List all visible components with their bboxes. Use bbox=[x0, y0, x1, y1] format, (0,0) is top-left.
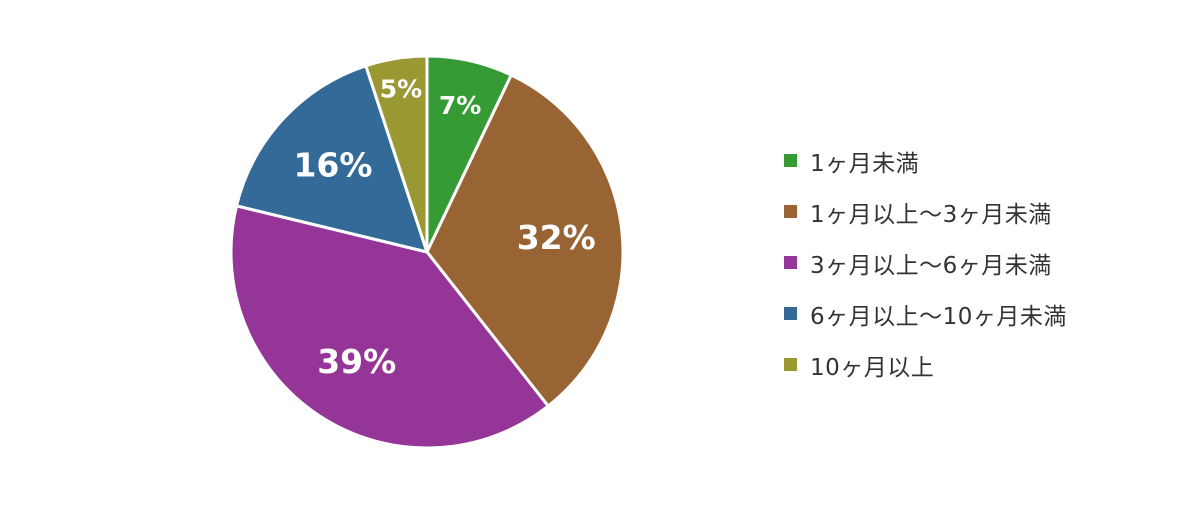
legend-item: 3ヶ月以上〜6ヶ月未満 bbox=[784, 237, 1067, 288]
legend-item: 10ヶ月以上 bbox=[784, 339, 1067, 390]
legend: 1ヶ月未満 1ヶ月以上〜3ヶ月未満 3ヶ月以上〜6ヶ月未満 6ヶ月以上〜10ヶ月未満 1… bbox=[784, 135, 1067, 390]
legend-label: 3ヶ月以上〜6ヶ月未満 bbox=[810, 252, 1052, 279]
slice-value-label: 32% bbox=[517, 218, 596, 257]
pie-slice bbox=[425, 73, 625, 408]
legend-swatch bbox=[784, 358, 797, 371]
legend-swatch bbox=[784, 205, 797, 218]
legend-label: 10ヶ月以上 bbox=[810, 354, 935, 381]
legend-item: 1ヶ月未満 bbox=[784, 135, 1067, 186]
pie-slice-labels: 7% 32% 39% 16% 5% bbox=[293, 75, 595, 381]
legend-item: 1ヶ月以上〜3ヶ月未満 bbox=[784, 186, 1067, 237]
legend-label: 6ヶ月以上〜10ヶ月未満 bbox=[810, 303, 1067, 330]
pie-slice bbox=[235, 64, 429, 254]
legend-swatch bbox=[784, 154, 797, 167]
pie-slice bbox=[364, 54, 429, 254]
legend-label: 1ヶ月以上〜3ヶ月未満 bbox=[810, 201, 1052, 228]
slice-value-label: 39% bbox=[317, 342, 396, 381]
slice-value-label: 16% bbox=[293, 146, 372, 185]
pie-slices bbox=[229, 54, 625, 450]
legend-swatch bbox=[784, 256, 797, 269]
slice-value-label: 5% bbox=[380, 75, 422, 104]
legend-item: 6ヶ月以上〜10ヶ月未満 bbox=[784, 288, 1067, 339]
pie-slice bbox=[229, 204, 550, 450]
legend-swatch bbox=[784, 307, 797, 320]
slice-value-label: 7% bbox=[439, 91, 481, 120]
legend-label: 1ヶ月未満 bbox=[810, 150, 920, 177]
